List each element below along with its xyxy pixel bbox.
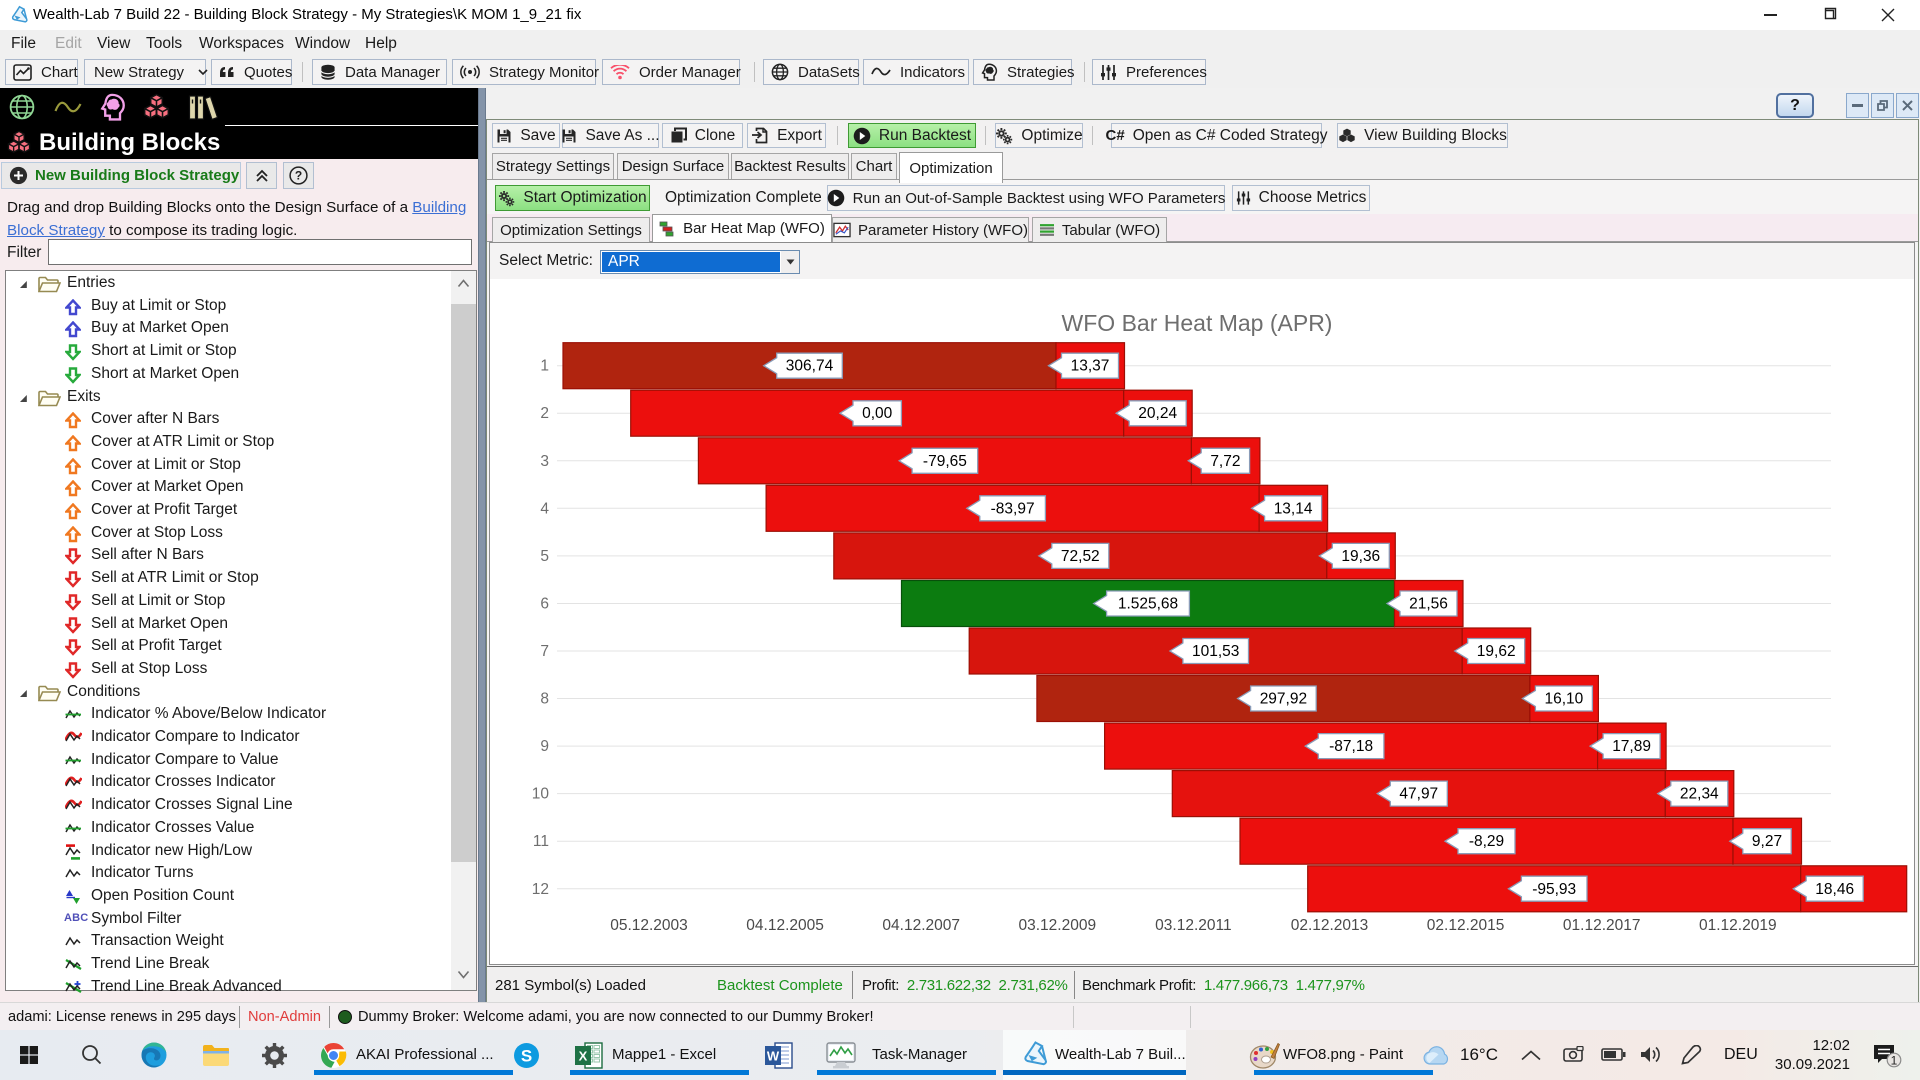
svg-text:306,74: 306,74 <box>786 358 834 375</box>
svg-text:297,92: 297,92 <box>1260 691 1307 708</box>
svg-text:-87,18: -87,18 <box>1329 738 1373 755</box>
svg-text:S: S <box>521 1047 532 1066</box>
svg-text:7,72: 7,72 <box>1210 453 1240 470</box>
svg-text:13,14: 13,14 <box>1274 500 1313 517</box>
svg-text:-79,65: -79,65 <box>923 453 967 470</box>
svg-text:05.12.2003: 05.12.2003 <box>610 917 688 934</box>
svg-text:3: 3 <box>540 453 549 470</box>
svg-text:18,46: 18,46 <box>1815 881 1854 898</box>
svg-text:4: 4 <box>540 500 549 517</box>
svg-text:101,53: 101,53 <box>1192 643 1239 660</box>
svg-text:1: 1 <box>540 358 549 375</box>
svg-text:5: 5 <box>540 548 549 565</box>
svg-text:17,89: 17,89 <box>1612 738 1651 755</box>
svg-text:6: 6 <box>540 596 549 613</box>
svg-text:03.12.2009: 03.12.2009 <box>1019 917 1097 934</box>
svg-text:-83,97: -83,97 <box>991 500 1035 517</box>
svg-text:19,36: 19,36 <box>1341 548 1380 565</box>
svg-text:13,37: 13,37 <box>1071 358 1110 375</box>
svg-text:1: 1 <box>1891 1054 1898 1068</box>
svg-text:72,52: 72,52 <box>1061 548 1100 565</box>
svg-text:02.12.2013: 02.12.2013 <box>1291 917 1369 934</box>
svg-text:X: X <box>579 1049 588 1064</box>
svg-text:16,10: 16,10 <box>1545 691 1584 708</box>
svg-text:04.12.2005: 04.12.2005 <box>746 917 824 934</box>
svg-text:9,27: 9,27 <box>1752 833 1782 850</box>
svg-text:47,97: 47,97 <box>1399 786 1438 803</box>
svg-text:W: W <box>767 1049 780 1064</box>
svg-text:04.12.2007: 04.12.2007 <box>882 917 960 934</box>
svg-text:11: 11 <box>533 833 549 850</box>
svg-text:03.12.2011: 03.12.2011 <box>1155 917 1231 934</box>
svg-text:0,00: 0,00 <box>862 405 893 422</box>
svg-text:01.12.2019: 01.12.2019 <box>1699 917 1777 934</box>
svg-text:2: 2 <box>540 405 549 422</box>
svg-text:WFO Bar Heat Map (APR): WFO Bar Heat Map (APR) <box>1062 310 1333 336</box>
svg-text:7: 7 <box>540 643 549 660</box>
svg-text:01.12.2017: 01.12.2017 <box>1563 917 1641 934</box>
svg-text:8: 8 <box>540 691 549 708</box>
svg-text:10: 10 <box>532 786 550 803</box>
svg-text:19,62: 19,62 <box>1477 643 1516 660</box>
svg-text:22,34: 22,34 <box>1680 786 1719 803</box>
svg-text:1.525,68: 1.525,68 <box>1118 596 1178 613</box>
svg-text:-95,93: -95,93 <box>1532 881 1576 898</box>
svg-text:12: 12 <box>532 881 549 898</box>
svg-text:9: 9 <box>540 738 549 755</box>
svg-text:20,24: 20,24 <box>1138 405 1177 422</box>
svg-text:02.12.2015: 02.12.2015 <box>1427 917 1505 934</box>
svg-text:?: ? <box>295 169 302 183</box>
svg-text:-8,29: -8,29 <box>1469 833 1504 850</box>
svg-text:21,56: 21,56 <box>1409 596 1448 613</box>
